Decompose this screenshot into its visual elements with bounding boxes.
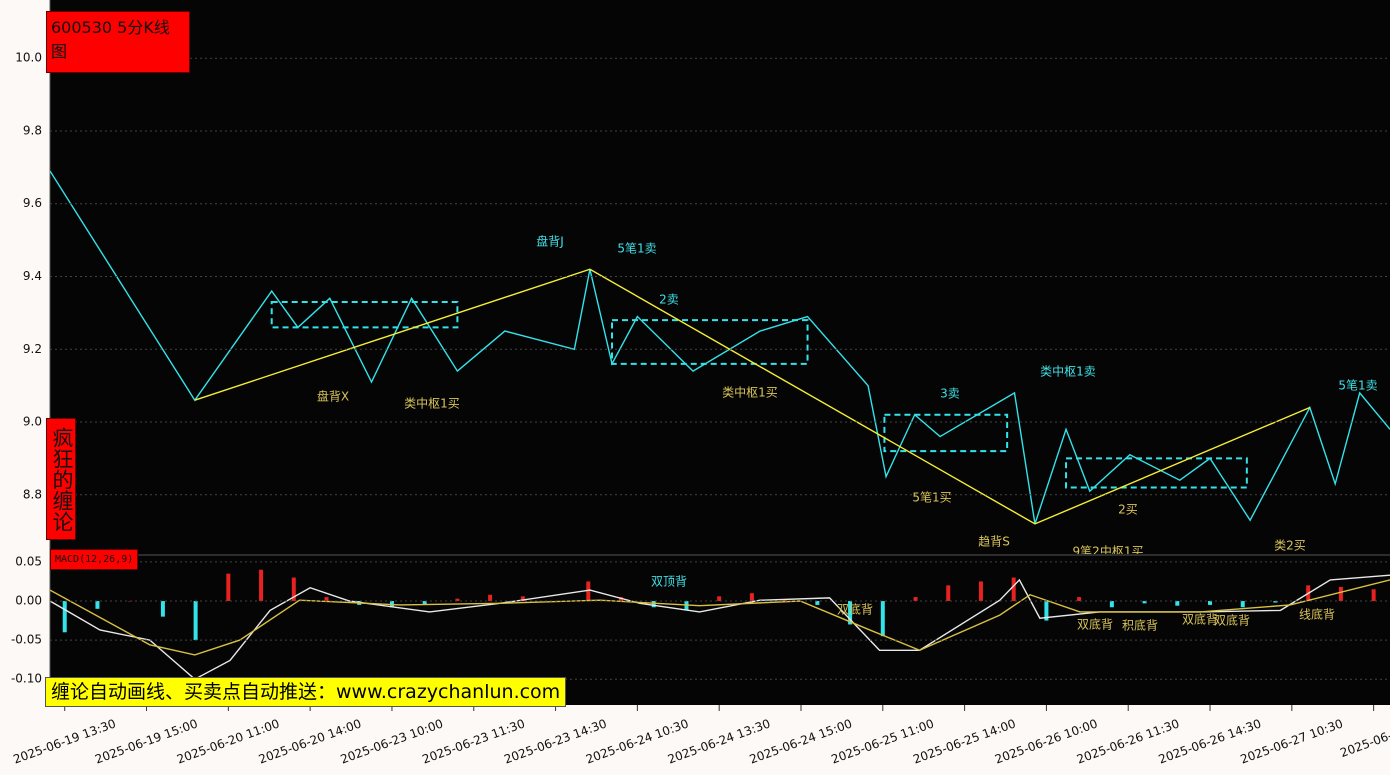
y-tick-label: 9.4 [23, 269, 42, 283]
annotation: 3卖 [940, 387, 960, 401]
macd-bar [880, 601, 885, 637]
macd-bar [1338, 586, 1343, 602]
annotation: 5笔1卖 [617, 241, 656, 256]
macd-bar [1142, 601, 1147, 604]
macd-bar [1208, 601, 1213, 605]
macd-bar [1077, 597, 1082, 602]
annotation: 趋背S [978, 535, 1010, 549]
line-series [50, 170, 1390, 525]
y-tick-label: 8.8 [23, 487, 42, 501]
macd-bar [193, 601, 198, 641]
macd-bar [946, 585, 951, 602]
macd-bar [160, 601, 165, 617]
annotation: 5笔1卖 [1338, 378, 1377, 393]
macd-bar [226, 573, 231, 602]
macd-bar [259, 569, 264, 602]
y-tick-label: 9.0 [23, 415, 42, 429]
y-tick-label: 9.2 [23, 342, 42, 356]
macd-bar [978, 581, 983, 602]
line-series [194, 268, 1311, 525]
macd-bar [95, 601, 100, 609]
annotation: 盘背J [536, 234, 564, 249]
y-tick-label: 10.0 [15, 51, 42, 65]
macd-bar [1109, 601, 1114, 608]
y-tick-label: 0.05 [15, 554, 42, 568]
annotation: 盘背X [317, 389, 349, 404]
y-tick-label: 9.6 [23, 196, 42, 210]
macd-bar [1044, 601, 1049, 621]
annotation: 9笔2中枢1买 [1073, 544, 1144, 559]
macd-bar [422, 601, 427, 605]
y-tick-label: 9.8 [23, 123, 42, 137]
annotation: 双底背 [1182, 612, 1218, 627]
annotation: 类中枢1买 [404, 396, 460, 411]
macd-bar [913, 597, 918, 602]
macd-bar [1371, 589, 1376, 602]
y-tick-label: -0.10 [11, 672, 42, 686]
y-tick-label: -0.05 [11, 633, 42, 647]
macd-bar [1240, 601, 1245, 608]
annotation: 类2买 [1274, 539, 1306, 553]
plot-background [50, 0, 1390, 705]
macd-bar [455, 598, 460, 602]
pivot-zone [270, 300, 459, 329]
annotation: 积底背 [1122, 618, 1158, 633]
macd-bar [717, 596, 722, 602]
macd-bar [848, 601, 853, 625]
y-tick-label: 0.00 [15, 594, 42, 608]
annotation: 类中枢1买 [722, 385, 778, 400]
line-series [50, 579, 1390, 656]
macd-bar [782, 599, 787, 602]
macd-bar [684, 601, 689, 611]
annotation: 双底背 [837, 602, 873, 617]
macd-bar [291, 577, 296, 602]
pivot-zone [883, 413, 1009, 453]
macd-bar [749, 593, 754, 602]
footer-banner: 缠论自动画线、买卖点自动推送：www.crazychanlun.com [45, 677, 567, 707]
pivot-zone [1065, 457, 1248, 489]
macd-bar [1175, 601, 1180, 606]
side-label: 疯狂的缠论 [46, 418, 76, 540]
macd-bar [815, 601, 820, 605]
annotation: 双顶背 [651, 575, 687, 589]
annotation: 双底背 [1077, 617, 1113, 632]
x-tick-label: 2025-06-27 [1338, 723, 1390, 760]
macd-title: MACD(12,26,9) [50, 549, 139, 570]
macd-bar [520, 596, 525, 602]
annotation: 2买 [1118, 503, 1138, 517]
annotation: 线底背 [1299, 607, 1335, 622]
macd-bar [1011, 577, 1016, 602]
macd-bar [1273, 601, 1278, 603]
macd-bar [586, 581, 591, 602]
macd-bar [62, 601, 67, 633]
macd-bar [651, 601, 656, 608]
macd-bar [488, 594, 493, 602]
annotation: 双底背 [1214, 613, 1250, 628]
chart-title: 600530 5分K线图 [46, 11, 190, 73]
annotation: 5笔1买 [912, 490, 951, 505]
annotation: 2卖 [659, 293, 679, 307]
macd-bar [324, 597, 329, 602]
annotation: 类中枢1卖 [1040, 364, 1096, 379]
